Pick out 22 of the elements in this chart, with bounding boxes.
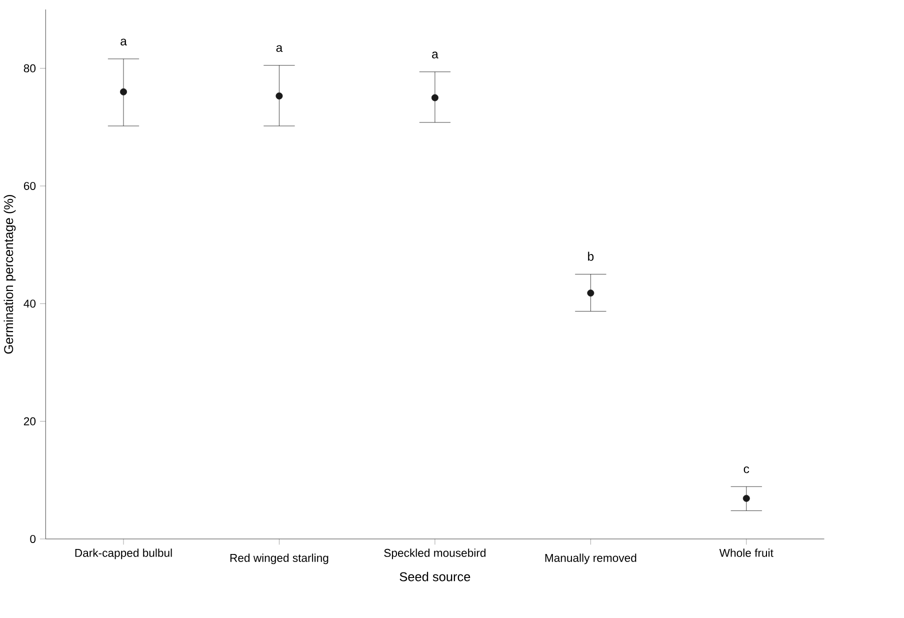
y-tick-label: 80	[24, 64, 36, 73]
x-axis-title: Seed source	[400, 572, 470, 582]
annotation: c	[744, 466, 750, 474]
y-axis-title: Germination percentage (%)	[4, 195, 16, 354]
x-tick-label: Red winged starling	[230, 554, 328, 564]
y-tick-label: 20	[24, 417, 36, 426]
annotation: a	[432, 52, 438, 59]
point	[276, 92, 283, 100]
point	[587, 290, 594, 297]
annotation: b	[588, 252, 594, 261]
y-tick-label: 40	[24, 300, 36, 308]
x-tick-label: Dark-capped bulbul	[75, 548, 172, 560]
point	[431, 94, 438, 102]
x-tick-label: Speckled mousebird	[384, 548, 486, 560]
annotation: a	[120, 38, 127, 46]
y-tick-label: 60	[24, 182, 36, 190]
x-tick-label: Manually removed	[545, 554, 636, 564]
point	[742, 495, 750, 502]
annotation: a	[276, 45, 283, 52]
x-tick-label: Whole fruit	[719, 548, 774, 558]
y-tick-label: 0	[30, 535, 36, 544]
point	[120, 88, 127, 96]
